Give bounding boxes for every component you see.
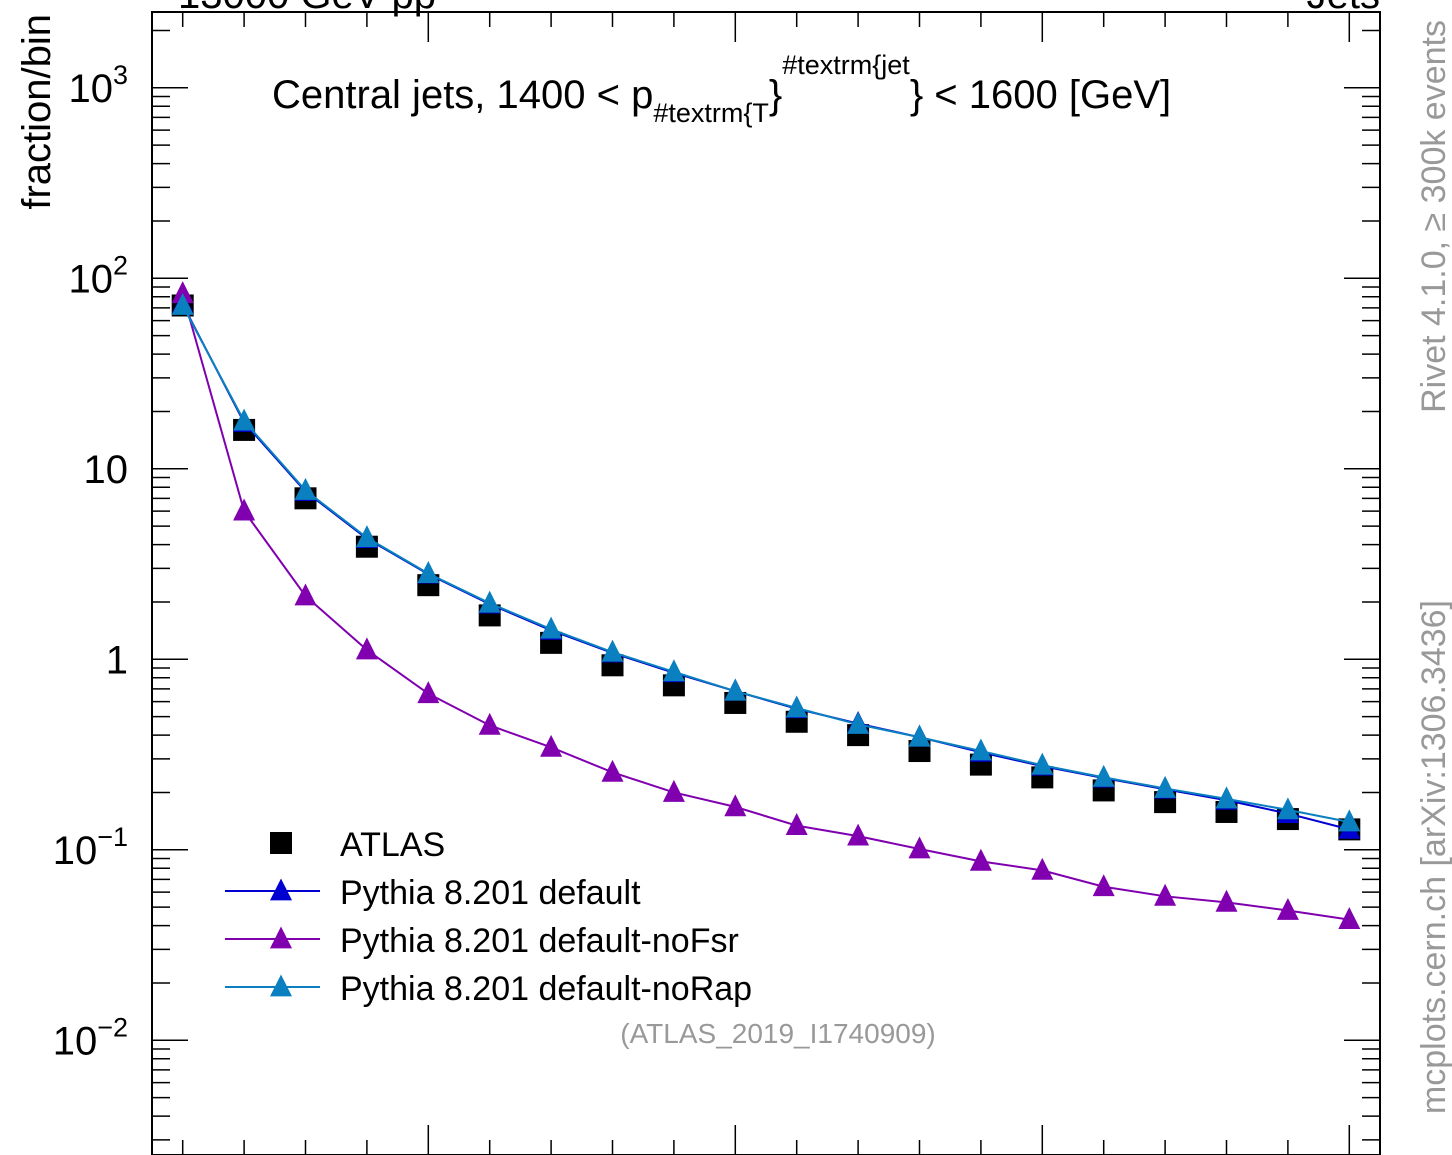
y-tick-label: 10: [84, 448, 129, 492]
data-point: [233, 408, 256, 431]
y-tick-label: 10−1: [53, 822, 128, 873]
rivet-version-note: Rivet 4.1.0, ≥ 300k events: [1415, 20, 1452, 413]
series-3: [171, 292, 1361, 832]
data-point: [1338, 907, 1361, 930]
data-point: [478, 590, 501, 613]
legend-marker: [270, 926, 292, 949]
title-prefix: Central jets, 1400 < p: [272, 73, 653, 117]
data-point: [1092, 874, 1115, 897]
data-point: [417, 681, 440, 704]
data-point: [785, 695, 808, 718]
data-point: [540, 734, 563, 757]
data-point: [847, 823, 870, 846]
y-tick-label: 103: [68, 60, 128, 111]
series-line: [181, 305, 1350, 823]
data-point: [171, 281, 194, 304]
series-layer: [171, 281, 1361, 930]
mcplots-reference-note: mcplots.cern.ch [arXiv:1306.3436]: [1415, 600, 1452, 1114]
data-point: [355, 637, 378, 660]
header-right-text: Jets: [1307, 0, 1380, 17]
legend-label: Pythia 8.201 default-noRap: [340, 970, 752, 1008]
y-tick-label: 1: [106, 638, 128, 682]
data-point: [662, 779, 685, 802]
analysis-tag: (ATLAS_2019_I1740909): [620, 1018, 936, 1049]
title-subscript: #textrm{T: [653, 98, 769, 128]
legend-label: Pythia 8.201 default: [340, 874, 641, 912]
data-point: [1215, 889, 1238, 912]
legend-marker: [270, 974, 292, 997]
y-tick-label: 10−2: [53, 1012, 128, 1063]
plot-frame: [151, 11, 1381, 1155]
data-point: [1031, 752, 1054, 775]
data-point: [1031, 857, 1054, 880]
data-point: [847, 711, 870, 734]
header-left-text: 13000 GeV pp: [178, 0, 436, 17]
data-point: [969, 738, 992, 761]
legend-marker: [270, 878, 292, 901]
data-point: [355, 525, 378, 548]
data-point: [1215, 786, 1238, 809]
title-brace: }: [769, 73, 782, 117]
title-suffix: } < 1600 [GeV]: [910, 73, 1171, 117]
chart-title: Central jets, 1400 < p#textrm{T}#textrm{…: [272, 50, 1171, 128]
data-point: [1338, 809, 1361, 832]
series-1: [171, 291, 1361, 839]
data-point: [1154, 775, 1177, 798]
data-point: [540, 616, 563, 639]
legend-label: Pythia 8.201 default-noFsr: [340, 922, 739, 960]
data-point: [601, 639, 624, 662]
data-point: [1276, 797, 1299, 820]
data-point: [1276, 897, 1299, 920]
data-point: [969, 848, 992, 871]
data-point: [233, 498, 256, 521]
series-line: [181, 303, 1350, 831]
data-point: [1092, 764, 1115, 787]
series-line: [181, 293, 1350, 921]
series-2: [171, 281, 1361, 930]
data-point: [662, 659, 685, 682]
legend-label: ATLAS: [340, 826, 445, 864]
data-point: [294, 583, 317, 606]
y-tick-label: 102: [68, 250, 128, 301]
data-point: [724, 794, 747, 817]
data-point: [1154, 883, 1177, 906]
title-superscript: #textrm{jet: [782, 50, 910, 80]
axis-ticks: [152, 12, 1380, 1155]
data-point: [724, 678, 747, 701]
legend: ATLAS Pythia 8.201 default Pythia 8.201 de…: [225, 826, 752, 1008]
y-axis-label: fraction/bin: [15, 14, 59, 210]
data-point: [601, 759, 624, 782]
data-point: [908, 836, 931, 859]
series-0: [171, 294, 1361, 841]
data-point: [908, 724, 931, 747]
data-point: [294, 477, 317, 500]
data-point: [171, 292, 194, 315]
legend-marker: [270, 832, 292, 854]
data-point: [417, 560, 440, 583]
data-point: [785, 813, 808, 835]
data-point: [478, 712, 501, 735]
